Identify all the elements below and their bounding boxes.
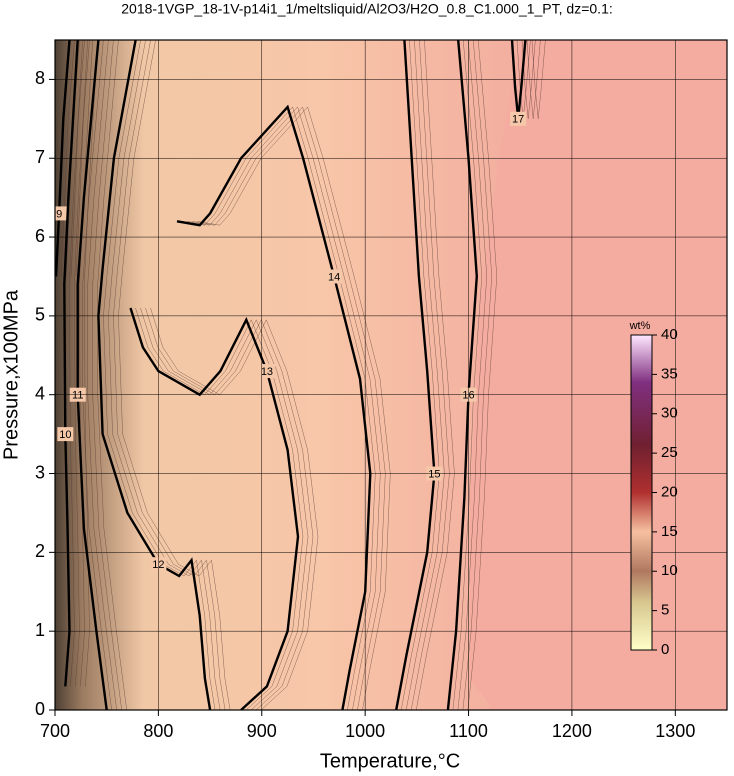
x-tick-label: 700 [40,721,70,741]
axes: 700 800 900 1000 1100 1200 1300 0 1 2 3 4 5 6 7 8 [35,40,727,741]
x-tick-label: 1100 [449,721,488,741]
minor-contour [108,40,221,710]
colorbar-tick-label: 40 [661,326,678,343]
contour-label: 14 [328,271,340,283]
colorbar [630,334,653,651]
contour-label: 9 [56,208,62,220]
minor-contour [196,106,391,710]
minor-contour [521,40,536,119]
colorbar-tick-label: 20 [661,483,678,500]
colorbar-tick-label: 15 [661,523,678,540]
y-tick-label: 7 [35,147,45,167]
contour-label-bg [55,206,68,221]
contour-line [395,40,436,710]
colorbar-tick-label: 0 [661,641,669,658]
minor-contour [526,40,541,119]
y-tick-label: 0 [35,699,45,719]
minor-contour [400,40,440,710]
x-tick-label: 1000 [345,721,385,741]
contour-label-bg [326,269,343,284]
x-tick-label: 800 [143,721,173,741]
contour-label-bg [258,364,275,379]
contour-label: 15 [428,468,440,480]
contour-label: 10 [59,429,71,441]
y-tick-label: 2 [35,541,45,561]
y-tick-label: 8 [35,68,45,88]
y-tick-label: 5 [35,305,45,325]
contour-line [176,104,372,710]
x-axis-label: Temperature,°C [320,750,460,772]
colorbar-tick-label: 10 [661,562,678,579]
minor-contour [531,40,546,119]
colorbar-tick-label: 30 [661,405,678,422]
contour-line [129,307,300,710]
minor-contour [186,106,381,710]
colorbar-tick-label: 35 [661,365,678,382]
y-tick-label: 3 [35,462,45,482]
minor-contour [410,40,450,710]
plot-frame [54,39,728,711]
x-tick-label: 900 [247,721,277,741]
colorbar-label: wt% [629,320,651,332]
x-tick-label: 1300 [655,721,695,741]
minor-contour [140,307,309,710]
contour-label-bg [510,111,527,126]
minor-contour [181,106,376,710]
minor-contour [405,40,445,710]
contour-label: 11 [72,390,83,402]
y-tick-label: 1 [35,620,45,640]
minor-contour [150,307,319,710]
minor-contour [103,40,216,710]
colorbar-tick-label: 5 [661,602,669,619]
contour-label: 13 [261,366,273,378]
chart-title: 2018-1VGP_18-1V-p14i1_1/meltsliquid/Al2O… [121,1,613,17]
y-axis-label: Pressure,x100MPa [0,289,22,460]
colorbar-tick-label: 25 [661,444,678,461]
contour-line [97,40,212,710]
contour-label-bg [57,427,74,442]
minor-contour [145,307,314,710]
x-tick-label: 1200 [552,721,592,741]
contour-label: 17 [512,114,524,126]
minor-contour [118,40,231,710]
minor-contour [191,106,386,710]
minor-contour [415,40,455,710]
minor-contour [113,40,226,710]
y-tick-label: 4 [35,383,45,403]
y-tick-label: 6 [35,226,45,246]
melt-region [55,40,520,710]
